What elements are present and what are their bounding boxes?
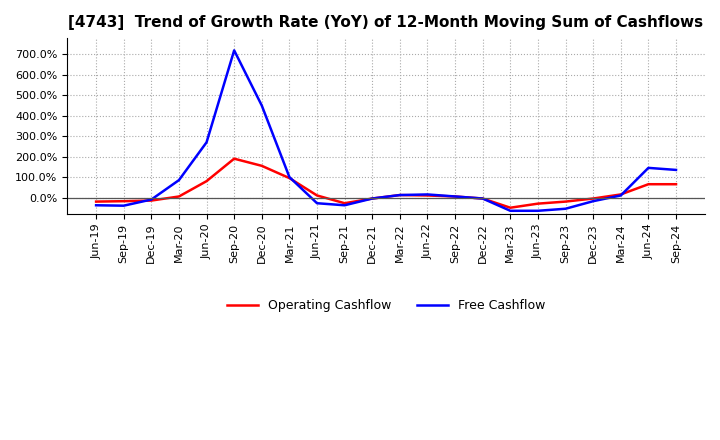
- Free Cashflow: [589, 198, 598, 204]
- Free Cashflow: [672, 167, 680, 172]
- Operating Cashflow: [91, 199, 100, 204]
- Operating Cashflow: [589, 196, 598, 201]
- Free Cashflow: [616, 193, 625, 198]
- Free Cashflow: [506, 208, 515, 213]
- Free Cashflow: [561, 206, 570, 211]
- Operating Cashflow: [285, 176, 294, 181]
- Operating Cashflow: [672, 182, 680, 187]
- Title: [4743]  Trend of Growth Rate (YoY) of 12-Month Moving Sum of Cashflows: [4743] Trend of Growth Rate (YoY) of 12-…: [68, 15, 703, 30]
- Free Cashflow: [368, 196, 377, 201]
- Free Cashflow: [478, 196, 487, 201]
- Free Cashflow: [644, 165, 653, 171]
- Operating Cashflow: [395, 192, 404, 198]
- Operating Cashflow: [561, 199, 570, 204]
- Free Cashflow: [423, 192, 432, 197]
- Operating Cashflow: [451, 194, 459, 199]
- Operating Cashflow: [202, 179, 211, 184]
- Free Cashflow: [120, 203, 128, 208]
- Free Cashflow: [341, 203, 349, 208]
- Free Cashflow: [312, 201, 321, 206]
- Operating Cashflow: [478, 196, 487, 201]
- Free Cashflow: [258, 103, 266, 108]
- Free Cashflow: [534, 208, 542, 213]
- Free Cashflow: [202, 139, 211, 145]
- Line: Free Cashflow: Free Cashflow: [96, 50, 676, 211]
- Operating Cashflow: [644, 182, 653, 187]
- Free Cashflow: [230, 48, 238, 53]
- Free Cashflow: [285, 174, 294, 180]
- Operating Cashflow: [341, 201, 349, 206]
- Free Cashflow: [395, 192, 404, 198]
- Free Cashflow: [175, 177, 184, 183]
- Line: Operating Cashflow: Operating Cashflow: [96, 159, 676, 208]
- Operating Cashflow: [534, 201, 542, 206]
- Operating Cashflow: [312, 193, 321, 198]
- Operating Cashflow: [616, 192, 625, 197]
- Operating Cashflow: [175, 194, 184, 199]
- Operating Cashflow: [147, 198, 156, 203]
- Operating Cashflow: [368, 196, 377, 201]
- Free Cashflow: [147, 197, 156, 202]
- Operating Cashflow: [423, 193, 432, 198]
- Operating Cashflow: [506, 205, 515, 210]
- Operating Cashflow: [230, 156, 238, 161]
- Free Cashflow: [91, 203, 100, 208]
- Legend: Operating Cashflow, Free Cashflow: Operating Cashflow, Free Cashflow: [222, 294, 550, 317]
- Operating Cashflow: [120, 198, 128, 204]
- Free Cashflow: [451, 194, 459, 199]
- Operating Cashflow: [258, 163, 266, 169]
